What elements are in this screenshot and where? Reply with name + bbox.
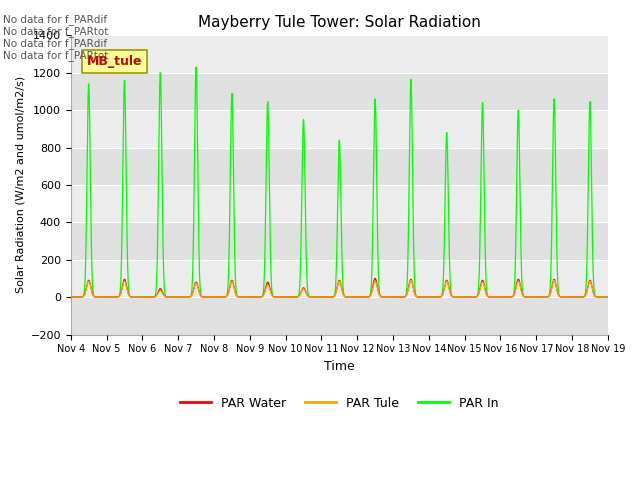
Text: No data for f_PARdif: No data for f_PARdif [3, 13, 108, 24]
Text: No data for f_PARtot: No data for f_PARtot [3, 25, 109, 36]
PAR Water [371, 276, 379, 281]
PAR In [602, 294, 610, 300]
PAR Tule [490, 294, 497, 300]
Bar [71, 222, 608, 260]
PAR Water [176, 294, 184, 300]
PAR Tule [268, 292, 276, 298]
PAR Water [604, 294, 612, 300]
Bar [71, 147, 608, 185]
PAR In [192, 64, 200, 70]
Text: No data for f_PARdif: No data for f_PARdif [3, 37, 108, 48]
PAR In [176, 294, 184, 300]
PAR In [67, 294, 75, 300]
PAR Tule [602, 294, 610, 300]
PAR Water [490, 294, 497, 300]
PAR Tule [182, 294, 189, 300]
X-axis label: Time: Time [324, 360, 355, 373]
Y-axis label: Solar Radiation (W/m2 and umol/m2/s): Solar Radiation (W/m2 and umol/m2/s) [15, 76, 25, 293]
Bar [71, 297, 608, 335]
PAR Water [182, 294, 189, 300]
Legend: PAR Water, PAR Tule, PAR In: PAR Water, PAR Tule, PAR In [175, 392, 504, 415]
Bar [71, 260, 608, 297]
PAR In [268, 288, 276, 293]
PAR In [413, 294, 421, 300]
PAR Tule [413, 294, 421, 300]
PAR In [604, 294, 612, 300]
PAR Water [602, 294, 610, 300]
Text: MB_tule: MB_tule [87, 55, 142, 68]
Title: Mayberry Tule Tower: Solar Radiation: Mayberry Tule Tower: Solar Radiation [198, 15, 481, 30]
Bar [71, 73, 608, 110]
Line: PAR Tule: PAR Tule [71, 280, 608, 297]
PAR Tule [67, 294, 75, 300]
PAR Tule [550, 277, 558, 283]
PAR Tule [176, 294, 184, 300]
PAR Water [67, 294, 75, 300]
Text: No data for f_PARtot: No data for f_PARtot [3, 49, 109, 60]
Bar [71, 110, 608, 147]
Bar [71, 185, 608, 222]
PAR Water [413, 294, 421, 300]
PAR In [490, 294, 497, 300]
Line: PAR Water: PAR Water [71, 278, 608, 297]
Bar [71, 36, 608, 73]
PAR Tule [604, 294, 612, 300]
Line: PAR In: PAR In [71, 67, 608, 297]
PAR Water [268, 292, 276, 298]
PAR In [182, 294, 189, 300]
